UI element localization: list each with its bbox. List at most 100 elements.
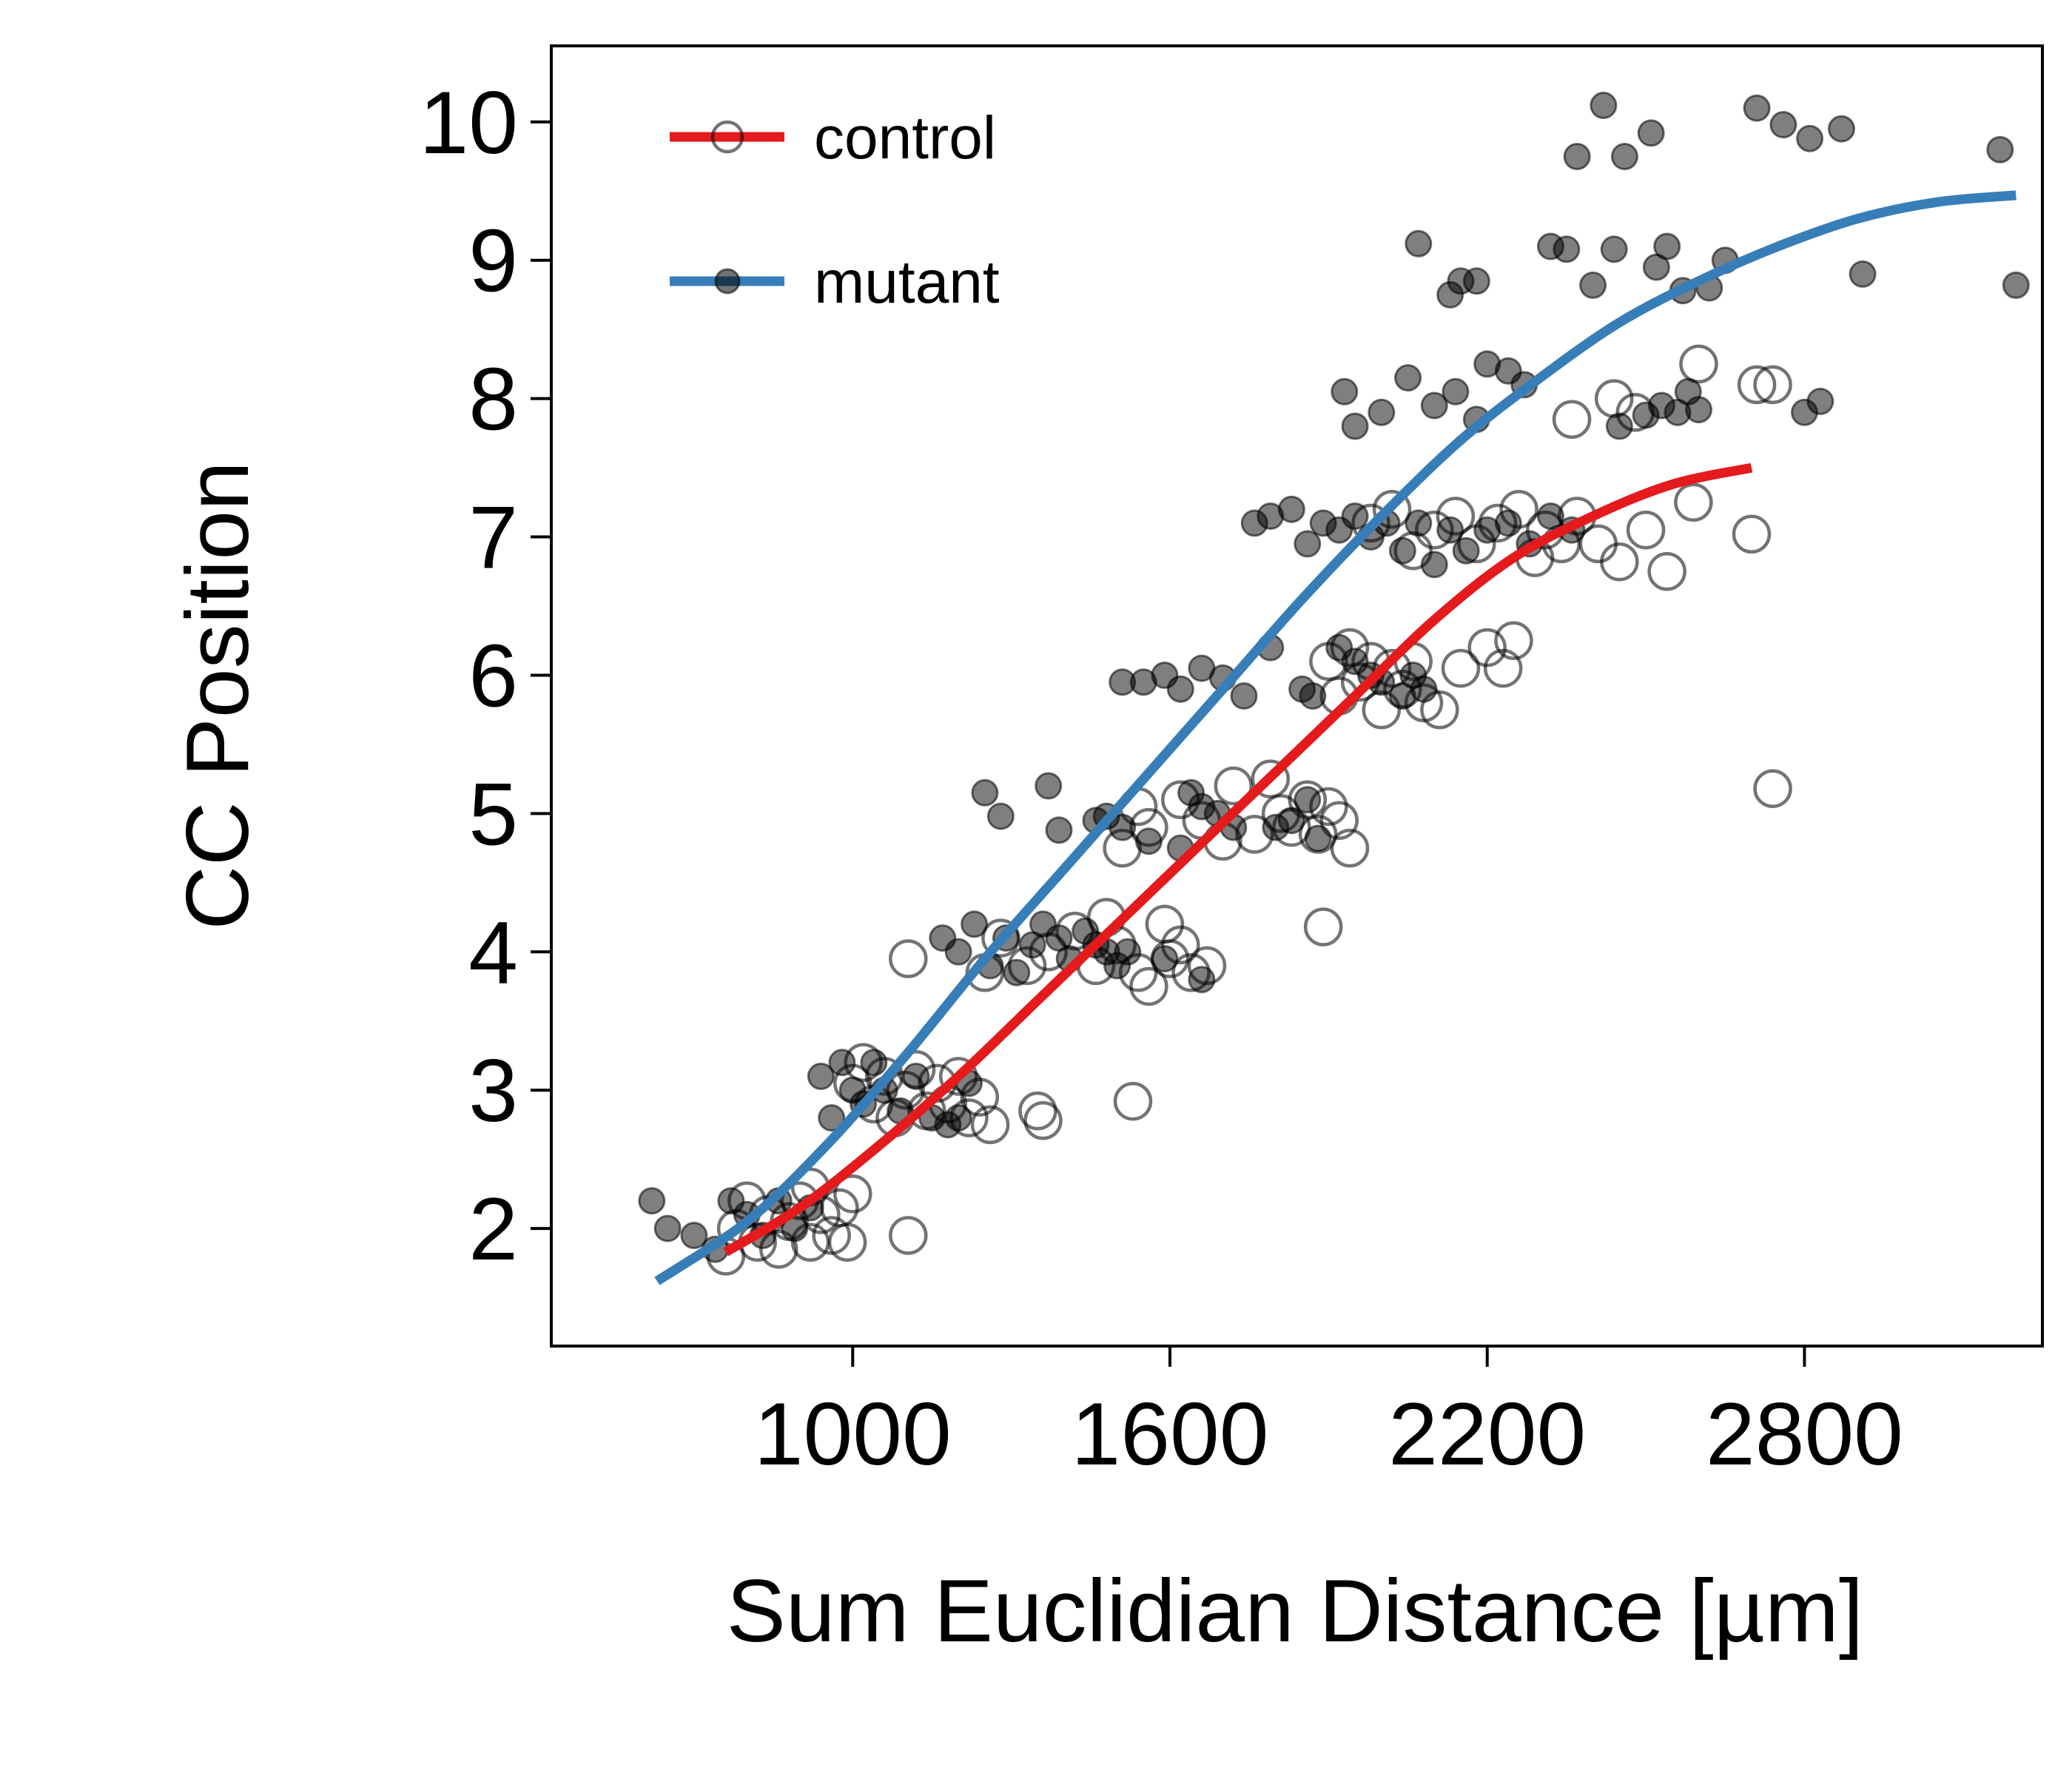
control-point [1600,542,1639,582]
control-point [1441,648,1481,688]
y-axis: 2 3 4 5 6 7 8 9 10 [420,73,551,1279]
mutant-point [1368,398,1396,426]
x-axis-title: Sum Euclidian Distance [µm] [727,1561,1863,1661]
control-point [1483,648,1523,688]
mutant-point [1600,235,1628,263]
control-point [1023,1101,1063,1140]
mutant-point [638,1187,666,1215]
control-point [1113,1081,1153,1121]
control-point [1753,769,1792,808]
mutant-point [1611,143,1638,170]
mutant-point [1394,364,1422,392]
mutant-point [1563,143,1591,170]
x-tick-label: 1000 [754,1385,952,1484]
mutant-point [1341,502,1369,530]
legend-mutant-marker [714,268,741,295]
legend-mutant-label: mutant [814,249,1000,316]
mutant-point [1188,966,1216,994]
mutant-point [1436,516,1464,544]
y-tick-label: 8 [468,350,518,449]
mutant-point [1405,509,1433,537]
mutant-point [1045,816,1073,844]
control-point [759,1229,798,1269]
control-point [1288,780,1328,819]
y-axis-title: CC Position [168,461,267,930]
mutant-point [1405,229,1433,258]
control-point [1303,907,1343,946]
mutant-point [1331,377,1359,406]
mutant-point [807,1063,835,1090]
mutant-point [1796,124,1824,152]
mutant-point [1637,119,1665,147]
mutant-point [1452,536,1480,565]
mutant-point [1743,94,1771,122]
y-tick-label: 10 [420,73,518,172]
mutant-point [1003,958,1031,986]
legend-control-marker [710,120,744,154]
mutant-point [1605,412,1633,440]
mutant-point [1553,235,1581,263]
mutant-point [1277,807,1305,835]
control-point [889,939,928,978]
control-point [1578,524,1618,564]
mutant-point [1114,938,1142,966]
mutant-point [1986,135,2014,164]
legend: control mutant [670,104,1000,316]
mutant-fit-line [654,190,2016,1285]
y-tick-label: 4 [468,903,518,1002]
y-tick-label: 7 [468,488,518,588]
mutant-point [1294,786,1322,814]
mutant-point [818,1104,846,1132]
control-point [833,1174,872,1214]
mutant-point [1769,111,1797,138]
mutant-point [1685,396,1712,424]
y-tick-label: 2 [468,1180,518,1279]
mutant-point [1579,271,1607,299]
mutant-point [1849,260,1877,288]
mutant-point [1442,377,1470,406]
mutant-point [1590,91,1618,119]
control-point [1018,1091,1057,1131]
y-tick-label: 3 [468,1041,518,1140]
mutant-point [902,1063,930,1090]
control-point [1753,365,1792,405]
control-point [1494,621,1533,660]
mutant-point [944,938,972,966]
control-point [1626,510,1666,550]
mutant-point [1109,813,1137,841]
mutant-point [1653,232,1681,260]
legend-control-label: control [814,104,996,172]
mutant-point [1410,675,1438,703]
mutant-point [1828,115,1855,143]
control-point [970,1105,1010,1145]
mutant-point [1462,267,1490,295]
control-point [1737,365,1777,405]
x-tick-label: 1600 [1072,1385,1269,1484]
x-tick-label: 2200 [1388,1385,1586,1484]
control-point [1679,344,1718,384]
mutant-point [1299,682,1327,710]
mutant-point [986,802,1015,830]
mutant-point [1537,502,1564,530]
control-point [889,1216,928,1255]
mutant-point [680,1222,708,1249]
mutant-point [1420,391,1448,420]
control-point [1251,759,1291,798]
mutant-point [1420,551,1448,579]
control-point [1552,400,1592,439]
mutant-point [1035,772,1063,800]
mutant-point [1806,387,1834,415]
control-point [827,1222,867,1262]
control-point [1129,966,1168,1006]
mutant-point [1166,675,1194,703]
y-tick-label: 9 [468,212,518,311]
mutant-point [1388,536,1416,565]
plot-area-frame [550,44,2044,1348]
x-tick-label: 2800 [1706,1385,1903,1484]
control-point [1319,801,1359,840]
control-point [1330,828,1370,868]
mutant-point [1134,827,1163,855]
control-point [1161,925,1200,965]
mutant-point [1304,824,1332,852]
